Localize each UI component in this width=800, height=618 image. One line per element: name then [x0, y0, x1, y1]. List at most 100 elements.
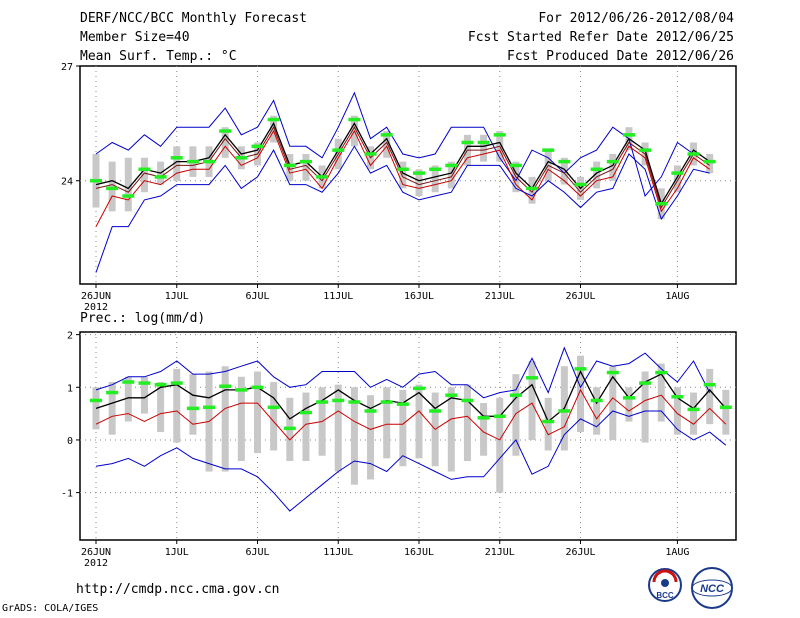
prec-spread-box [367, 395, 375, 480]
prec-xtick-label: 26JUN [81, 547, 111, 558]
temp-spread-box [673, 165, 681, 193]
bcc-logo-core [661, 579, 669, 587]
prec-spread-box [512, 374, 520, 456]
prec-spread-box [415, 384, 423, 459]
prec-spread-box [124, 376, 132, 422]
temp-spread-box [593, 161, 601, 189]
temp-series-lowest [95, 145, 710, 273]
ncc-logo: NCC [691, 567, 733, 609]
prec-spread-box [254, 371, 261, 454]
temp-spread-box [383, 131, 391, 158]
prec-spread-box [625, 387, 633, 422]
prec-xtick-label: 16JUL [404, 547, 434, 558]
prec-spread-box [706, 368, 714, 425]
temperature-panel-title: Mean Surf. Temp.: °C [80, 49, 237, 64]
temp-spread-box [415, 169, 423, 197]
source-url[interactable]: http://cmdp.ncc.cma.gov.cn [76, 582, 280, 597]
grads-credit: GrADS: COLA/IGES [2, 603, 99, 614]
temp-spread-box [173, 146, 181, 181]
temp-spread-box [447, 161, 455, 189]
prec-spread-box [496, 397, 504, 493]
temp-series-lower [95, 129, 710, 227]
prec-spread-box [350, 387, 358, 485]
prec-xtick-label: 26JUL [565, 547, 595, 558]
temp-spread-box [302, 153, 310, 181]
temp-spread-box [431, 165, 439, 193]
prec-series-lowest [95, 410, 727, 512]
temp-series-mean-dark-red [95, 126, 710, 209]
temp-xtick-label: 26JUN [81, 291, 111, 302]
prec-spread-box [221, 366, 229, 472]
temp-spread-box [140, 157, 148, 193]
prec-plot-frame [79, 331, 737, 541]
prec-spread-box [480, 403, 488, 456]
prec-spread-box [173, 368, 181, 443]
prec-spread-box [722, 389, 730, 435]
prec-series-lower [95, 388, 727, 441]
temp-xtick-label: 6JUL [245, 291, 269, 302]
temp-xtick-label: 26JUL [565, 291, 595, 302]
temp-spread-box [124, 157, 132, 212]
temp-xtick-label: 1JUL [165, 291, 189, 302]
temp-spread-box [399, 161, 407, 189]
prec-xtick-label: 21JUL [485, 547, 515, 558]
prec-spread-box [657, 363, 665, 422]
prec-spread-box [237, 376, 245, 462]
prec-series-upper [95, 346, 711, 399]
temp-spread-box [270, 115, 278, 143]
prec-series-ensemble-mean [95, 369, 727, 423]
precipitation-panel-title: Prec.: log(mm/d) [80, 311, 205, 326]
temp-year-label: 2012 [84, 302, 108, 313]
temp-xtick-label: 1AUG [665, 291, 689, 302]
prec-spread-box [609, 366, 617, 440]
temp-spread-box [528, 176, 536, 204]
bcc-logo-arc [652, 569, 678, 583]
temp-xtick-label: 16JUL [404, 291, 434, 302]
prec-spread-box [447, 387, 455, 472]
prec-xtick-label: 1JUL [165, 547, 189, 558]
prec-spread-box [157, 382, 165, 433]
prec-ytick-label: 2 [67, 331, 73, 342]
temp-ytick-label: 24 [61, 177, 73, 188]
ncc-logo-text: NCC [700, 583, 725, 595]
prec-xtick-label: 1AUG [665, 547, 689, 558]
prec-ytick-label: 1 [67, 383, 73, 394]
prec-spread-box [463, 384, 471, 462]
bcc-logo-text: BCC [656, 591, 674, 600]
temp-spread-box [706, 153, 714, 174]
prec-spread-box [641, 371, 649, 443]
prec-ytick-label: 0 [67, 436, 73, 447]
temp-spread-box [286, 153, 294, 181]
prec-spread-box [528, 360, 536, 440]
prec-ytick-label: -1 [61, 489, 73, 500]
temp-xtick-label: 11JUL [323, 291, 353, 302]
temp-spread-box [108, 161, 116, 212]
temp-plot-frame [79, 65, 737, 285]
prec-xtick-label: 11JUL [323, 547, 353, 558]
prec-xtick-label: 6JUL [245, 547, 269, 558]
temp-spread-box [480, 134, 488, 162]
prec-spread-box [270, 382, 278, 451]
prec-spread-box [399, 389, 407, 467]
prec-spread-box [544, 397, 552, 451]
prec-spread-box [140, 376, 148, 414]
temp-ytick-label: 27 [61, 62, 73, 73]
temp-xtick-label: 21JUL [485, 291, 515, 302]
temp-spread-box [221, 127, 229, 158]
prec-spread-box [593, 387, 601, 435]
temp-spread-box [560, 157, 568, 185]
prec-spread-box [690, 392, 698, 435]
prec-spread-box [189, 374, 197, 435]
prec-spread-box [108, 382, 116, 435]
prec-year-label: 2012 [84, 558, 108, 569]
prec-spread-box [302, 392, 310, 462]
prec-spread-box [673, 387, 681, 435]
ncc-logo-orbit [691, 579, 733, 597]
prec-spread-box [383, 387, 391, 459]
temp-spread-box [609, 153, 617, 181]
chart-title: DERF/NCC/BCC Monthly Forecast [80, 11, 307, 26]
member-size-label: Member Size=40 [80, 30, 190, 45]
forecast-period-label: For 2012/06/26-2012/08/04 [538, 11, 734, 26]
fcst-produced-label: Fcst Produced Date 2012/06/26 [507, 49, 734, 64]
